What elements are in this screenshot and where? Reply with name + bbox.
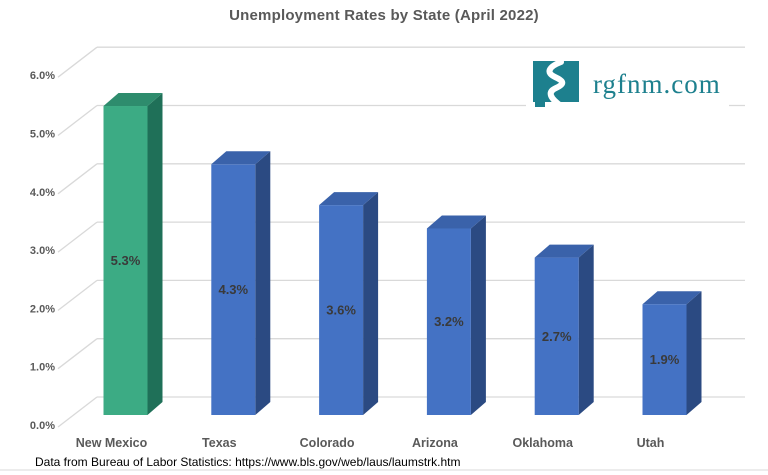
y-axis-tick-label: 6.0% (30, 70, 55, 82)
source-note: Data from Bureau of Labor Statistics: ht… (35, 455, 461, 469)
bar-new-mexico (103, 106, 148, 415)
bar-top-oklahoma (534, 244, 594, 258)
logo-link[interactable]: rgfnm.com (526, 57, 729, 111)
gridline-depth-tick (57, 163, 98, 195)
x-axis-category-label: New Mexico (76, 436, 148, 450)
bar-top-texas (211, 151, 271, 165)
bar-arizona (426, 228, 471, 415)
new-mexico-river-icon (533, 59, 579, 109)
y-axis-tick-label: 1.0% (30, 362, 55, 374)
x-axis-category-label: Arizona (412, 436, 459, 450)
bar-side-arizona (470, 215, 486, 415)
bar-top-utah (642, 291, 702, 305)
gridline-depth-tick (57, 338, 98, 370)
y-axis-tick-label: 0.0% (30, 420, 55, 432)
x-axis-category-label: Oklahoma (512, 436, 573, 450)
gridline-depth-tick (57, 46, 98, 78)
logo-text: rgfnm.com (593, 68, 721, 99)
bar-side-new-mexico (147, 93, 163, 415)
y-axis-tick-label: 5.0% (30, 129, 55, 141)
y-axis-tick-label: 4.0% (30, 187, 55, 199)
bar-value-label: 3.6% (326, 303, 356, 318)
bar-value-label: 4.3% (218, 282, 248, 297)
bottom-divider (0, 469, 768, 471)
y-axis-tick-label: 2.0% (30, 303, 55, 315)
page-title: Unemployment Rates by State (April 2022) (229, 7, 539, 24)
bar-top-arizona (426, 215, 486, 229)
bar-colorado (319, 205, 364, 415)
x-axis-category-label: Texas (202, 436, 237, 450)
bar-value-label: 3.2% (434, 314, 464, 329)
bar-utah (642, 304, 687, 415)
bar-top-colorado (319, 192, 379, 206)
gridline-depth-tick (57, 104, 98, 137)
gridline-depth-tick (57, 396, 98, 428)
bar-value-label: 5.3% (111, 253, 141, 268)
bar-texas (211, 164, 256, 415)
bar-value-label: 2.7% (542, 329, 572, 344)
gridline-depth-tick (57, 221, 98, 253)
y-axis-tick-label: 3.0% (30, 245, 55, 257)
bar-side-colorado (363, 192, 379, 415)
bar-oklahoma (534, 257, 579, 415)
bar-side-texas (255, 151, 271, 415)
x-axis-category-label: Utah (637, 436, 665, 450)
x-axis-category-label: Colorado (300, 436, 355, 450)
bar-side-utah (686, 291, 702, 415)
bar-side-oklahoma (578, 244, 594, 415)
gridline-depth-tick (57, 279, 98, 311)
bar-top-new-mexico (103, 93, 163, 107)
bar-value-label: 1.9% (650, 352, 680, 367)
